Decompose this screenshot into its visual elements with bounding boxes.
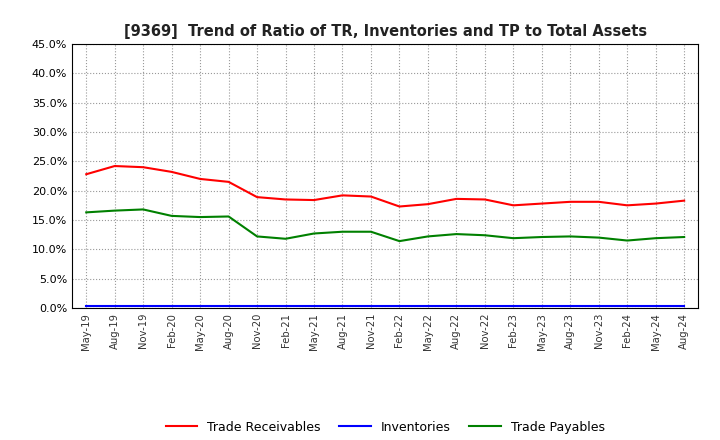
Inventories	[167, 303, 176, 308]
Trade Receivables	[110, 163, 119, 169]
Trade Payables	[509, 235, 518, 241]
Title: [9369]  Trend of Ratio of TR, Inventories and TP to Total Assets: [9369] Trend of Ratio of TR, Inventories…	[124, 24, 647, 39]
Trade Receivables	[537, 201, 546, 206]
Trade Payables	[310, 231, 318, 236]
Trade Receivables	[282, 197, 290, 202]
Inventories	[139, 303, 148, 308]
Inventories	[537, 303, 546, 308]
Trade Payables	[225, 214, 233, 219]
Trade Receivables	[366, 194, 375, 199]
Inventories	[652, 303, 660, 308]
Trade Payables	[480, 233, 489, 238]
Trade Payables	[82, 210, 91, 215]
Inventories	[395, 303, 404, 308]
Inventories	[623, 303, 631, 308]
Trade Receivables	[423, 202, 432, 207]
Trade Payables	[537, 235, 546, 240]
Trade Receivables	[452, 196, 461, 202]
Inventories	[595, 303, 603, 308]
Inventories	[282, 303, 290, 308]
Trade Receivables	[680, 198, 688, 203]
Trade Payables	[253, 234, 261, 239]
Inventories	[338, 303, 347, 308]
Trade Receivables	[82, 172, 91, 177]
Trade Receivables	[480, 197, 489, 202]
Trade Payables	[139, 207, 148, 212]
Trade Receivables	[253, 194, 261, 200]
Trade Receivables	[196, 176, 204, 182]
Trade Receivables	[652, 201, 660, 206]
Inventories	[366, 303, 375, 308]
Trade Receivables	[167, 169, 176, 175]
Trade Payables	[338, 229, 347, 235]
Trade Payables	[595, 235, 603, 240]
Trade Payables	[282, 236, 290, 242]
Inventories	[509, 303, 518, 308]
Legend: Trade Receivables, Inventories, Trade Payables: Trade Receivables, Inventories, Trade Pa…	[161, 416, 610, 439]
Line: Trade Payables: Trade Payables	[86, 209, 684, 241]
Inventories	[566, 303, 575, 308]
Inventories	[225, 303, 233, 308]
Trade Receivables	[310, 198, 318, 203]
Inventories	[680, 303, 688, 308]
Trade Payables	[395, 238, 404, 244]
Trade Payables	[566, 234, 575, 239]
Inventories	[196, 303, 204, 308]
Inventories	[423, 303, 432, 308]
Trade Receivables	[623, 203, 631, 208]
Trade Receivables	[566, 199, 575, 205]
Inventories	[110, 303, 119, 308]
Inventories	[480, 303, 489, 308]
Trade Receivables	[225, 179, 233, 184]
Trade Payables	[452, 231, 461, 237]
Trade Receivables	[395, 204, 404, 209]
Trade Receivables	[595, 199, 603, 205]
Inventories	[452, 303, 461, 308]
Line: Trade Receivables: Trade Receivables	[86, 166, 684, 206]
Inventories	[310, 303, 318, 308]
Trade Payables	[680, 235, 688, 240]
Trade Receivables	[139, 165, 148, 170]
Trade Payables	[167, 213, 176, 219]
Trade Payables	[196, 214, 204, 220]
Trade Payables	[623, 238, 631, 243]
Trade Payables	[423, 234, 432, 239]
Trade Payables	[366, 229, 375, 235]
Inventories	[82, 303, 91, 308]
Trade Receivables	[338, 193, 347, 198]
Trade Receivables	[509, 203, 518, 208]
Trade Payables	[110, 208, 119, 213]
Trade Payables	[652, 235, 660, 241]
Inventories	[253, 303, 261, 308]
